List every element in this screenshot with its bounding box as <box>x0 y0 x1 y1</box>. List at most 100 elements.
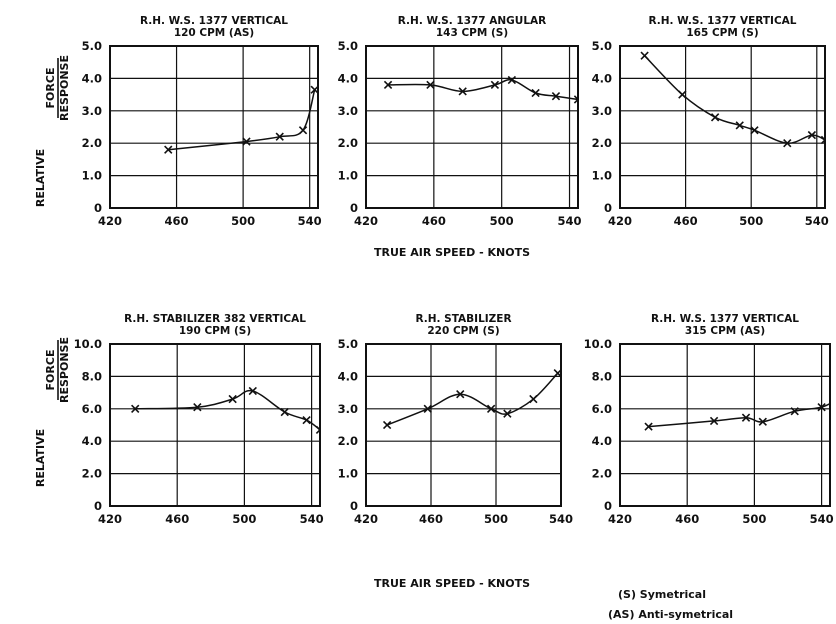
y-tick-label: 10.0 <box>584 337 612 351</box>
x-tick-label: 460 <box>422 214 446 228</box>
y-label-relative: RELATIVE <box>34 149 47 207</box>
marker-stroke <box>507 75 517 85</box>
marker-stroke <box>531 88 540 98</box>
chart-title: R.H. STABILIZER 382 VERTICAL <box>124 313 306 325</box>
data-point-marker <box>553 368 561 378</box>
marker-stroke <box>553 368 561 378</box>
y-label-relative: RELATIVE <box>34 429 47 487</box>
data-point-marker <box>790 407 799 416</box>
marker-stroke <box>790 407 799 416</box>
marker-stroke <box>426 80 435 90</box>
y-tick-label: 2.0 <box>592 136 612 150</box>
plot-area <box>131 386 320 435</box>
data-point-marker <box>783 139 792 148</box>
y-tick-label: 0 <box>350 499 358 513</box>
plot-area <box>383 75 578 104</box>
data-point-marker <box>644 422 653 431</box>
y-tick-label: 8.0 <box>592 369 612 383</box>
x-tick-label: 420 <box>608 512 632 526</box>
x-axis-label-top: TRUE AIR SPEED - KNOTS <box>374 246 530 259</box>
marker-stroke <box>382 420 392 430</box>
x-tick-label: 420 <box>354 214 378 228</box>
marker-stroke <box>458 87 467 96</box>
data-point-marker <box>573 95 578 104</box>
chart-subtitle: 165 CPM (S) <box>686 27 758 39</box>
y-tick-label: 8.0 <box>82 369 102 383</box>
marker-stroke <box>820 138 825 145</box>
y-tick-label: 4.0 <box>592 434 612 448</box>
plot-frame <box>109 45 319 209</box>
marker-stroke <box>573 98 578 104</box>
data-point-marker <box>486 404 496 413</box>
data-point-marker <box>710 113 720 122</box>
data-point-marker <box>280 407 289 417</box>
data-point-marker <box>503 409 512 418</box>
marker-stroke <box>315 425 320 431</box>
data-point-marker <box>310 85 318 94</box>
data-point-marker <box>131 404 140 413</box>
marker-stroke <box>758 417 767 426</box>
series-line <box>135 389 320 431</box>
chart-title: R.H. W.S. 1377 VERTICAL <box>648 15 796 27</box>
x-tick-label: 500 <box>742 512 766 526</box>
marker-stroke <box>164 145 173 154</box>
data-point-marker <box>507 75 517 85</box>
marker-stroke <box>678 90 687 99</box>
marker-stroke <box>551 92 561 101</box>
data-point-marker <box>275 132 284 141</box>
data-point-marker <box>750 126 759 135</box>
marker-stroke <box>131 404 140 413</box>
y-tick-label: 4.0 <box>592 71 612 85</box>
y-tick-label: 0 <box>350 201 358 215</box>
marker-stroke <box>735 121 744 130</box>
plot-frame <box>619 45 826 209</box>
data-point-marker <box>709 416 719 426</box>
x-tick-label: 420 <box>608 214 632 228</box>
y-label-response: RESPONSE <box>58 337 71 403</box>
data-point-marker <box>807 130 817 140</box>
y-tick-label: 1.0 <box>338 169 358 183</box>
marker-stroke <box>710 113 720 122</box>
data-point-marker <box>490 80 500 90</box>
y-label-force: FORCE <box>44 68 57 109</box>
series-line <box>387 79 578 101</box>
marker-stroke <box>456 390 465 399</box>
marker-stroke <box>423 404 432 413</box>
marker-stroke <box>820 135 825 142</box>
plot-area <box>164 85 318 154</box>
marker-stroke <box>573 95 578 101</box>
x-tick-label: 420 <box>354 512 378 526</box>
data-point-marker <box>735 121 744 130</box>
x-tick-label: 500 <box>484 512 508 526</box>
plot-frame <box>619 343 831 507</box>
series-line <box>386 372 559 426</box>
data-point-marker <box>678 90 687 99</box>
y-label-force: FORCE <box>44 350 57 391</box>
legend-symmetrical: (S) Symetrical <box>618 588 706 601</box>
data-point-marker <box>758 417 767 426</box>
data-point-marker <box>458 87 467 96</box>
y-tick-label: 0 <box>604 499 612 513</box>
marker-stroke <box>817 403 826 412</box>
y-tick-label: 2.0 <box>592 467 612 481</box>
y-tick-label: 5.0 <box>82 39 102 53</box>
y-tick-label: 3.0 <box>82 104 102 118</box>
y-tick-label: 5.0 <box>338 39 358 53</box>
marker-stroke <box>242 137 251 146</box>
series-line <box>648 402 830 428</box>
x-tick-label: 420 <box>98 512 122 526</box>
plot-area <box>382 368 561 430</box>
marker-stroke <box>709 416 719 426</box>
series-line <box>168 89 316 151</box>
data-point-marker <box>193 403 202 412</box>
y-axis-label-bottom: RELATIVE FORCE RESPONSE <box>34 337 71 487</box>
plot-frame <box>365 45 579 209</box>
y-tick-label: 1.0 <box>338 467 358 481</box>
legend-anti-symmetrical: (AS) Anti-symetrical <box>608 608 733 621</box>
marker-stroke <box>310 85 318 94</box>
marker-stroke <box>783 139 792 148</box>
